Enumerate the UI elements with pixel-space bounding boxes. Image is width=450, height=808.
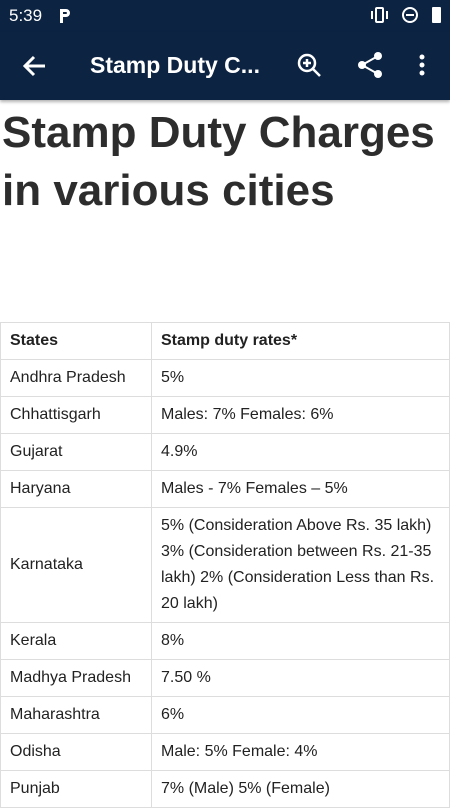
- rate-cell: 8%: [151, 622, 450, 660]
- rate-cell: 5%: [151, 359, 450, 397]
- table-row: Kerala 8%: [0, 622, 450, 660]
- state-cell: Karnataka: [0, 507, 152, 623]
- status-bar: 5:39: [0, 0, 450, 32]
- rate-cell: Males - 7% Females – 5%: [151, 470, 450, 508]
- vibrate-waves: [371, 11, 388, 19]
- table-row: Punjab 7% (Male) 5% (Female): [0, 770, 450, 808]
- table-row: Odisha Male: 5% Female: 4%: [0, 733, 450, 771]
- more-button[interactable]: [419, 54, 425, 60]
- rates-table: States Stamp duty rates* Andhra Pradesh 5% C…: [0, 322, 450, 808]
- rate-cell: Males: 7% Females: 6%: [151, 396, 450, 434]
- rate-cell: 5% (Consideration Above Rs. 35 lakh) 3% …: [151, 507, 450, 623]
- table-row: Chhattisgarh Males: 7% Females: 6%: [0, 396, 450, 434]
- notification-icon: [60, 9, 70, 23]
- state-cell: Chhattisgarh: [0, 396, 152, 434]
- state-cell: Punjab: [0, 770, 152, 808]
- state-cell: Maharashtra: [0, 696, 152, 734]
- state-cell: Gujarat: [0, 433, 152, 471]
- table-row: Maharashtra 6%: [0, 696, 450, 734]
- app-bar-title: Stamp Duty C...: [90, 52, 260, 78]
- vibrate-icon: [375, 7, 384, 23]
- table-row: Madhya Pradesh 7.50 %: [0, 659, 450, 697]
- table-row: Haryana Males - 7% Females – 5%: [0, 470, 450, 508]
- app-bar-icons: [22, 52, 425, 78]
- battery-icon: [432, 7, 441, 23]
- rate-cell: 4.9%: [151, 433, 450, 471]
- zoom-button[interactable]: [297, 53, 317, 73]
- state-cell: Kerala: [0, 622, 152, 660]
- header-cell: States: [0, 322, 152, 360]
- state-cell: Odisha: [0, 733, 152, 771]
- table-header-row: States Stamp duty rates*: [0, 322, 450, 360]
- header-cell: Stamp duty rates*: [151, 322, 450, 360]
- state-cell: Haryana: [0, 470, 152, 508]
- rate-cell: 7.50 %: [151, 659, 450, 697]
- status-time: 5:39: [9, 6, 43, 25]
- table-row: Karnataka 5% (Consideration Above Rs. 35 …: [0, 507, 450, 623]
- state-cell: Andhra Pradesh: [0, 359, 152, 397]
- table-row: Andhra Pradesh 5%: [0, 359, 450, 397]
- table-row: Gujarat 4.9%: [0, 433, 450, 471]
- state-cell: Madhya Pradesh: [0, 659, 152, 697]
- back-button[interactable]: [22, 55, 45, 77]
- rate-cell: Male: 5% Female: 4%: [151, 733, 450, 771]
- article-heading: Stamp Duty Charges in various cities: [2, 108, 435, 215]
- dnd-icon: [402, 7, 418, 23]
- rate-cell: 6%: [151, 696, 450, 734]
- app-bar: Stamp Duty C...: [0, 32, 450, 100]
- rate-cell: 7% (Male) 5% (Female): [151, 770, 450, 808]
- status-icons: [60, 7, 441, 23]
